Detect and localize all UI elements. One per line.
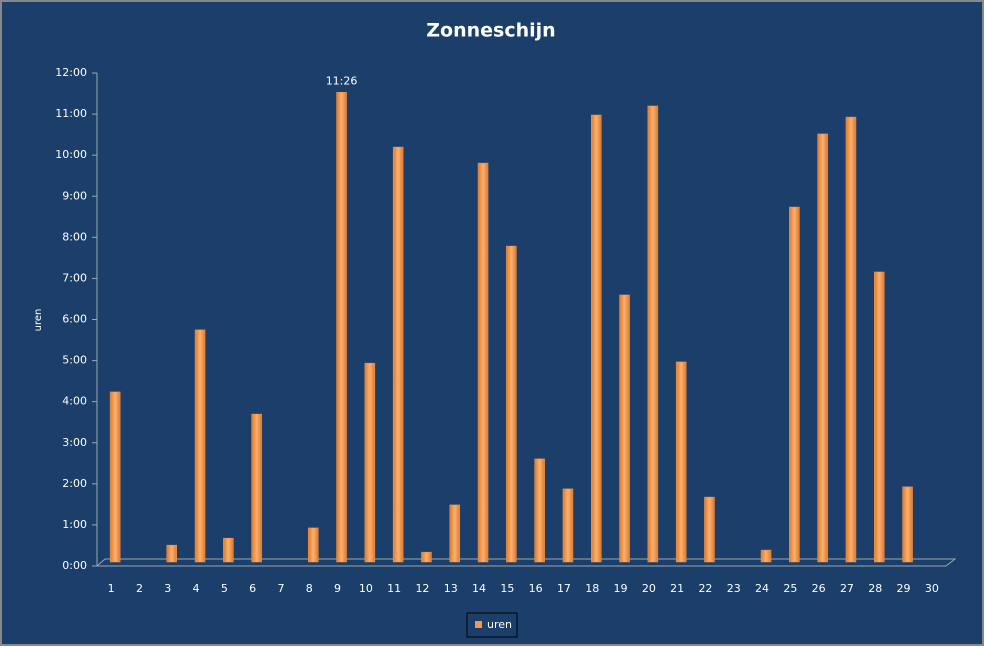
y-tick-label: 5:00 bbox=[62, 354, 87, 367]
x-tick-label: 26 bbox=[812, 582, 826, 595]
y-tick-label: 9:00 bbox=[62, 189, 87, 202]
y-tick-label: 11:00 bbox=[55, 107, 87, 120]
chart-title: Zonneschijn bbox=[426, 20, 555, 42]
x-tick-label: 16 bbox=[529, 582, 543, 595]
floor bbox=[95, 558, 957, 567]
bar bbox=[449, 504, 460, 563]
y-tick-label: 2:00 bbox=[62, 477, 87, 490]
legend-marker bbox=[475, 621, 482, 628]
bar bbox=[874, 271, 885, 563]
y-tick-label: 3:00 bbox=[62, 436, 87, 449]
legend: uren bbox=[466, 612, 518, 638]
bar bbox=[902, 486, 913, 563]
y-tick-label: 4:00 bbox=[62, 395, 87, 408]
y-tick-label: 6:00 bbox=[62, 313, 87, 326]
x-tick-label: 22 bbox=[698, 582, 712, 595]
x-tick-label: 25 bbox=[783, 582, 797, 595]
x-tick-label: 20 bbox=[642, 582, 656, 595]
bar bbox=[506, 245, 517, 563]
bar bbox=[817, 133, 828, 563]
bar bbox=[166, 544, 177, 563]
bar bbox=[364, 362, 376, 563]
bar bbox=[534, 458, 545, 563]
x-tick-label: 13 bbox=[444, 582, 458, 595]
bar bbox=[647, 105, 659, 563]
bar bbox=[789, 206, 800, 563]
x-tick-label: 5 bbox=[221, 582, 228, 595]
x-tick-label: 8 bbox=[306, 582, 313, 595]
x-tick-label: 19 bbox=[614, 582, 628, 595]
bar bbox=[421, 551, 432, 563]
y-tick-label: 7:00 bbox=[62, 271, 87, 284]
y-tick-label: 1:00 bbox=[62, 518, 87, 531]
x-tick-label: 11 bbox=[387, 582, 401, 595]
x-tick-label: 12 bbox=[415, 582, 429, 595]
bar bbox=[251, 413, 262, 563]
x-tick-label: 10 bbox=[359, 582, 373, 595]
x-tick-label: 24 bbox=[755, 582, 769, 595]
bar bbox=[845, 116, 857, 563]
bar bbox=[308, 527, 319, 563]
x-tick-label: 1 bbox=[108, 582, 115, 595]
x-tick-label: 29 bbox=[897, 582, 911, 595]
x-tick-label: 3 bbox=[164, 582, 171, 595]
bar bbox=[477, 162, 489, 563]
legend-label: uren bbox=[487, 618, 512, 631]
x-tick-label: 23 bbox=[727, 582, 741, 595]
legend-box bbox=[466, 612, 518, 638]
bar bbox=[194, 329, 206, 563]
x-tick-label: 21 bbox=[670, 582, 684, 595]
x-tick-label: 17 bbox=[557, 582, 571, 595]
y-tick-label: 10:00 bbox=[55, 148, 87, 161]
x-tick-label: 2 bbox=[136, 582, 143, 595]
x-tick-label: 28 bbox=[868, 582, 882, 595]
y-axis-title: uren bbox=[33, 309, 44, 332]
bar bbox=[704, 496, 715, 563]
x-tick-label: 27 bbox=[840, 582, 854, 595]
x-tick-label: 18 bbox=[585, 582, 599, 595]
x-tick-label: 30 bbox=[925, 582, 939, 595]
y-tick-label: 12:00 bbox=[55, 66, 87, 79]
x-tick-label: 14 bbox=[472, 582, 486, 595]
bar bbox=[760, 549, 772, 563]
bar bbox=[392, 146, 404, 563]
x-tick-label: 6 bbox=[249, 582, 256, 595]
bar bbox=[591, 114, 602, 563]
x-tick-label: 9 bbox=[334, 582, 341, 595]
bar bbox=[619, 294, 630, 563]
bar bbox=[336, 92, 347, 563]
bar bbox=[675, 361, 687, 563]
bar bbox=[223, 537, 234, 563]
bar bbox=[109, 391, 121, 563]
x-tick-label: 15 bbox=[500, 582, 514, 595]
y-tick-label: 0:00 bbox=[62, 559, 87, 572]
bar bbox=[562, 488, 574, 563]
y-tick-label: 8:00 bbox=[62, 230, 87, 243]
x-tick-label: 4 bbox=[193, 582, 200, 595]
data-label: 11:26 bbox=[326, 74, 358, 87]
x-tick-label: 7 bbox=[277, 582, 284, 595]
